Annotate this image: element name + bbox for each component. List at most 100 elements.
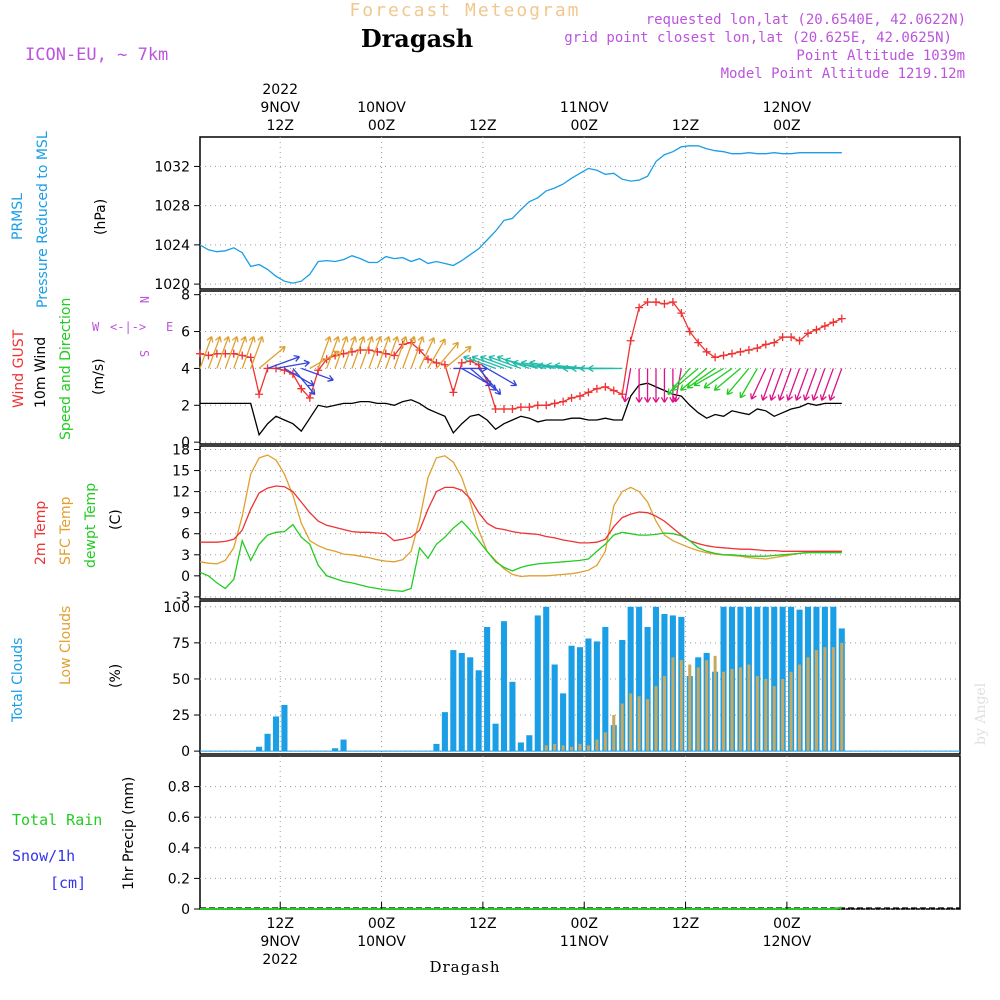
low-clouds-bar	[595, 739, 599, 752]
gust-marker	[837, 314, 846, 323]
gust-marker	[626, 336, 635, 345]
wind-direction-arrow	[250, 335, 265, 369]
pressure-ytick-label: 1032	[154, 159, 190, 175]
low-clouds-bar	[722, 671, 726, 752]
sfc-temp-line	[199, 454, 842, 578]
gust-marker	[516, 403, 525, 412]
low-clouds-bar	[544, 745, 548, 752]
low-clouds-bar	[764, 678, 768, 752]
legend-dewpt-temp: dewpt Temp	[83, 483, 99, 568]
precip-ylabel: 1hr Precip (mm)	[121, 777, 137, 890]
total-clouds-bar	[568, 645, 575, 752]
wind-direction-arrow	[326, 335, 341, 369]
gust-marker	[711, 353, 720, 362]
wind-direction-arrow	[292, 368, 316, 396]
temperature-frame	[199, 445, 961, 600]
wind-direction-arrow	[471, 355, 505, 370]
temperature-ytick-label: 9	[181, 506, 190, 522]
low-clouds-bar	[637, 696, 641, 752]
gust-marker	[508, 404, 517, 413]
total-clouds-bar	[484, 626, 491, 752]
rain-line	[200, 906, 842, 910]
gust-marker	[787, 333, 796, 342]
wind-direction-arrow	[463, 355, 496, 370]
total-clouds-bar	[340, 739, 347, 752]
wind-direction-arrow	[777, 368, 792, 401]
clouds-ylabel: (%)	[108, 664, 124, 688]
wind-direction-arrow	[750, 368, 767, 400]
low-clouds-bar	[561, 745, 565, 752]
gust-marker	[820, 322, 829, 331]
clouds-legend: Total Clouds Low Clouds (%)	[10, 606, 124, 723]
clouds-panel: 0 25 50 75 100	[163, 600, 961, 760]
total-clouds-bar	[771, 606, 778, 752]
wind-direction-arrow	[686, 367, 716, 389]
wind-ytick-label: 4	[181, 361, 190, 377]
point-altitude: Point Altitude 1039m	[796, 48, 965, 64]
total-clouds-bar	[332, 748, 339, 752]
compass-north: N	[137, 296, 151, 303]
low-clouds-bar	[730, 668, 734, 752]
total-clouds-bar	[517, 742, 524, 752]
total-clouds-bar	[475, 670, 482, 752]
wind-direction-arrow	[803, 368, 818, 401]
gust-marker	[702, 347, 711, 356]
gust-marker	[736, 347, 745, 356]
gust-marker	[196, 349, 204, 358]
low-clouds-bar	[671, 657, 675, 752]
precip-legend: Total Rain Snow/1h [cm] 1hr Precip (mm)	[12, 777, 137, 892]
wind-direction-arrow	[488, 355, 522, 370]
gust-marker	[559, 397, 568, 406]
gust-marker	[567, 393, 576, 402]
wind-direction-arrow	[811, 368, 826, 401]
time-axis-bottom-label: 2022	[262, 952, 298, 968]
time-axis-bottom-label: 12Z	[267, 916, 294, 932]
total-clouds-bar	[281, 704, 288, 752]
legend-sfc-temp: SFC Temp	[58, 496, 74, 565]
total-clouds-bar	[500, 621, 508, 752]
low-clouds-bar	[772, 686, 776, 752]
precip-frame	[199, 755, 961, 910]
wind-direction-arrow	[680, 367, 708, 391]
low-clouds-bar	[578, 743, 582, 752]
gust-marker	[457, 358, 466, 367]
wind-direction-arrow	[301, 367, 334, 382]
gust-marker	[685, 327, 694, 336]
total-clouds-bar	[644, 626, 651, 752]
gust-marker	[305, 393, 314, 402]
wind-direction-arrow	[794, 368, 809, 401]
low-clouds-bar	[696, 667, 700, 752]
temperature-ytick-label: 12	[172, 485, 190, 501]
legend-2m-temp: 2m Temp	[33, 501, 49, 565]
wind-panel: 0 2 4 6 8	[181, 288, 961, 451]
low-clouds-bar	[654, 686, 658, 752]
wind-direction-arrow	[652, 368, 660, 403]
time-axis-top-label: 11NOV	[560, 100, 609, 116]
clouds-ytick-label: 100	[163, 600, 190, 616]
gust-marker	[255, 390, 264, 399]
model-altitude: Model Point Altitude 1219.12m	[721, 66, 965, 82]
wind-direction-arrow	[267, 355, 301, 370]
wind-direction-arrow	[258, 345, 286, 369]
gust-marker	[500, 404, 508, 413]
wind-direction-arrow	[587, 364, 623, 373]
wind-direction-arrow	[216, 335, 231, 369]
wind-direction-arrow	[351, 335, 366, 369]
pressure-ytick-label: 1020	[154, 277, 190, 293]
wind-direction-arrow	[478, 368, 502, 396]
requested-coords: requested lon,lat (20.6540E, 42.0622N)	[646, 12, 966, 28]
temperature-ytick-label: 15	[172, 464, 190, 480]
gust-marker	[643, 298, 652, 307]
pressure-panel: 1020 1024 1028 1032	[154, 136, 961, 293]
wind-direction-arrow	[760, 368, 775, 401]
gust-marker	[829, 318, 838, 327]
wind-direction-arrow	[643, 368, 652, 403]
gust-marker	[576, 392, 584, 401]
gust-marker	[390, 351, 399, 360]
gust-marker	[592, 384, 601, 393]
compass-icon: W E <-|-> N S	[92, 296, 173, 357]
clouds-frame	[199, 600, 961, 755]
precip-panel: 0 0.2 0.4 0.6 0.8	[168, 755, 961, 918]
gust-marker	[812, 325, 821, 334]
low-clouds-bar	[646, 699, 650, 752]
